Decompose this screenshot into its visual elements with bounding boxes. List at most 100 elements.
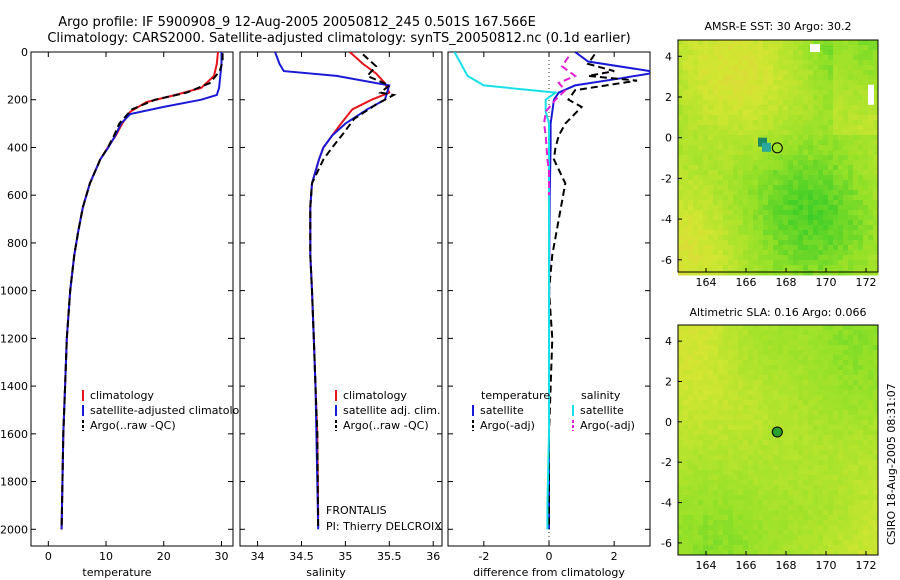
map-cell	[813, 225, 819, 231]
map-cell	[828, 450, 834, 456]
map-cell	[678, 440, 684, 446]
map-cell	[733, 175, 739, 181]
map-cell	[718, 80, 724, 86]
map-cell	[733, 450, 739, 456]
map-cell	[833, 200, 839, 206]
map-cell	[743, 370, 749, 376]
map-cell	[833, 75, 839, 81]
map-cell	[733, 525, 739, 531]
map-cell	[818, 405, 824, 411]
map-cell	[748, 170, 754, 176]
map-cell	[863, 85, 869, 91]
map-cell	[813, 130, 819, 136]
map-cell	[788, 500, 794, 506]
map-cell	[858, 190, 864, 196]
map-cell	[718, 170, 724, 176]
map-cell	[873, 520, 879, 526]
map-cell	[808, 170, 814, 176]
map-cell	[778, 465, 784, 471]
map-cell	[763, 470, 769, 476]
map-cell	[753, 480, 759, 486]
map-cell	[808, 225, 814, 231]
map-cell	[748, 365, 754, 371]
map-cell	[688, 550, 694, 556]
map-cell	[838, 505, 844, 511]
map-cell	[783, 325, 789, 331]
map-cell	[868, 130, 874, 136]
map-cell	[703, 415, 709, 421]
map-cell	[723, 195, 729, 201]
map-cell	[698, 540, 704, 546]
map-cell	[708, 60, 714, 66]
map-cell	[823, 155, 829, 161]
map-cell	[733, 495, 739, 501]
map-cell	[818, 170, 824, 176]
map-cell	[853, 195, 859, 201]
map-cell	[798, 105, 804, 111]
map-cell	[838, 75, 844, 81]
x-tick-label: 168	[776, 276, 797, 289]
map-cell	[713, 460, 719, 466]
map-cell	[708, 185, 714, 191]
map-cell	[813, 405, 819, 411]
map-cell	[768, 370, 774, 376]
map-cell	[823, 335, 829, 341]
map-cell	[748, 490, 754, 496]
map-cell	[703, 535, 709, 541]
map-cell	[723, 430, 729, 436]
map-cell	[708, 55, 714, 61]
map-cell	[828, 225, 834, 231]
map-cell	[848, 390, 854, 396]
map-cell	[728, 515, 734, 521]
map-cell	[823, 385, 829, 391]
map-cell	[763, 155, 769, 161]
map-cell	[743, 220, 749, 226]
map-cell	[738, 470, 744, 476]
map-cell	[753, 185, 759, 191]
map-cell	[763, 180, 769, 186]
map-cell	[763, 225, 769, 231]
map-cell	[793, 360, 799, 366]
series-line-argo-raw-qc-	[60, 53, 224, 530]
map-cell	[783, 340, 789, 346]
map-cell	[763, 400, 769, 406]
map-cell	[678, 425, 684, 431]
map-cell	[778, 440, 784, 446]
map-cell	[693, 405, 699, 411]
map-cell	[678, 80, 684, 86]
map-cell	[783, 155, 789, 161]
map-cell	[838, 525, 844, 531]
map-field	[678, 40, 879, 276]
map-cell	[683, 70, 689, 76]
map-cell	[753, 385, 759, 391]
map-cell	[738, 380, 744, 386]
map-cell	[793, 350, 799, 356]
map-cell	[798, 80, 804, 86]
map-cell	[703, 45, 709, 51]
map-cell	[753, 240, 759, 246]
map-cell	[848, 475, 854, 481]
map-cell	[813, 100, 819, 106]
map-cell	[733, 435, 739, 441]
map-cell	[798, 340, 804, 346]
map-cell	[763, 395, 769, 401]
map-cell	[683, 260, 689, 266]
map-cell	[793, 515, 799, 521]
map-cell	[828, 50, 834, 56]
map-cell	[743, 165, 749, 171]
map-cell	[713, 70, 719, 76]
map-cell	[863, 385, 869, 391]
map-cell	[813, 475, 819, 481]
map-cell	[848, 190, 854, 196]
map-cell	[808, 125, 814, 131]
map-cell	[703, 100, 709, 106]
map-cell	[698, 470, 704, 476]
map-cell	[693, 55, 699, 61]
map-cell	[848, 110, 854, 116]
map-cell	[848, 80, 854, 86]
map-cell	[713, 330, 719, 336]
map-cell	[753, 125, 759, 131]
map-cell	[833, 415, 839, 421]
map-cell	[698, 235, 704, 241]
map-cell	[773, 55, 779, 61]
